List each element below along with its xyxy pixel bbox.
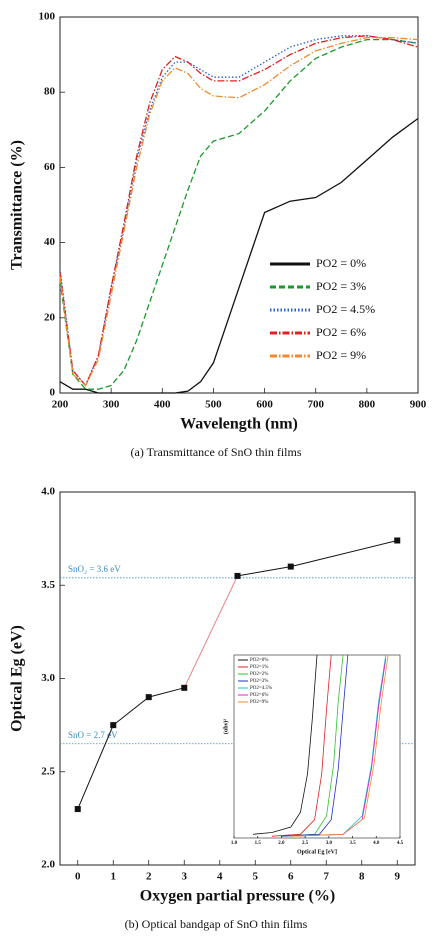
line-segment: [237, 566, 291, 577]
legend-label: PO2 = 4.5%: [316, 302, 375, 316]
reference-label: SnO₂ = 3.6 eV: [68, 564, 121, 574]
x-tick-label: 4: [217, 871, 223, 883]
series-line: [59, 37, 419, 387]
point-marker: [74, 806, 81, 813]
legend-label: PO2=0%: [250, 658, 268, 663]
y-tick-label: 2.0: [41, 859, 55, 871]
legend-label: PO2=2%: [250, 672, 268, 677]
x-tick-label: 2: [146, 871, 152, 883]
y-axis-title: Optical Eg (eV): [9, 625, 26, 732]
y-tick-label: 60: [44, 161, 56, 173]
caption: (b) Optical bandgap of SnO thin films: [125, 917, 308, 931]
point-marker: [234, 572, 241, 579]
point-marker: [181, 684, 188, 691]
point-marker: [287, 563, 294, 570]
y-tick-label: 40: [44, 236, 56, 248]
x-tick-label: 8: [359, 871, 365, 883]
legend-label: PO2 = 6%: [316, 325, 366, 339]
x-tick-label: 2.0: [278, 841, 285, 846]
x-tick-label: 9: [395, 871, 401, 883]
line-segment: [290, 540, 398, 568]
x-tick-label: 3.0: [326, 841, 333, 846]
x-tick-label: 3.5: [349, 841, 356, 846]
x-tick-label: 5: [253, 871, 259, 883]
y-tick-label: 3.0: [41, 672, 55, 684]
y-axis-title: (αhν)²: [222, 719, 229, 734]
legend-label: PO2=1%: [250, 665, 268, 670]
y-tick-label: 100: [39, 11, 56, 23]
x-tick-label: 1.5: [255, 841, 262, 846]
series-line: [290, 654, 389, 837]
line-segment: [148, 687, 185, 698]
y-axis-title: Transmittance (%): [9, 140, 26, 270]
x-tick-label: 900: [410, 399, 427, 411]
x-axis-title: Oxygen partial pressure (%): [140, 888, 335, 905]
x-tick-label: 4.5: [397, 841, 404, 846]
x-tick-label: 300: [103, 399, 120, 411]
x-tick-label: 2.5: [302, 841, 309, 846]
y-tick-label: 2.5: [41, 765, 55, 777]
x-tick-label: 500: [205, 399, 222, 411]
series-line: [252, 654, 318, 835]
series-line: [271, 654, 332, 837]
point-marker: [145, 694, 152, 701]
legend-label: PO2=4.5%: [250, 686, 272, 691]
x-axis-title: Optical Eg [eV]: [297, 849, 337, 855]
x-axis-title: Wavelength (nm): [180, 416, 298, 433]
x-tick-label: 7: [324, 871, 330, 883]
line-segment: [77, 724, 114, 810]
point-marker: [110, 722, 117, 729]
legend-label: PO2=6%: [250, 693, 268, 698]
plot-frame: [233, 654, 401, 839]
y-tick-label: 20: [44, 311, 56, 323]
x-tick-label: 1: [111, 871, 117, 883]
series-line: [59, 38, 419, 390]
line-segment: [183, 575, 238, 689]
x-tick-label: 4.0: [373, 841, 380, 846]
x-tick-label: 400: [154, 399, 171, 411]
legend-label: PO2=3%: [250, 679, 268, 684]
legend-label: PO2 = 3%: [316, 279, 366, 293]
x-tick-label: 200: [52, 399, 69, 411]
series-line: [281, 654, 349, 837]
y-tick-label: 4.0: [41, 486, 55, 498]
x-tick-label: 600: [256, 399, 273, 411]
y-tick-label: 80: [44, 86, 56, 98]
plot-frame: [59, 16, 419, 394]
legend-label: PO2=9%: [250, 700, 268, 705]
series-line: [59, 117, 419, 394]
y-tick-label: 0: [50, 387, 56, 399]
x-tick-label: 0: [75, 871, 81, 883]
x-tick-label: 6: [288, 871, 294, 883]
x-tick-label: 3: [182, 871, 188, 883]
caption: (a) Transmittance of SnO thin films: [131, 445, 302, 459]
x-tick-label: 700: [307, 399, 324, 411]
y-tick-label: 3.5: [41, 579, 55, 591]
reference-label: SnO = 2.7 eV: [68, 730, 118, 740]
x-tick-label: 1.0: [231, 841, 238, 846]
point-marker: [394, 537, 401, 544]
line-segment: [112, 696, 150, 726]
series-line: [59, 35, 419, 387]
legend-label: PO2 = 9%: [316, 348, 366, 362]
x-tick-label: 800: [359, 399, 376, 411]
legend-label: PO2 = 0%: [316, 256, 366, 270]
